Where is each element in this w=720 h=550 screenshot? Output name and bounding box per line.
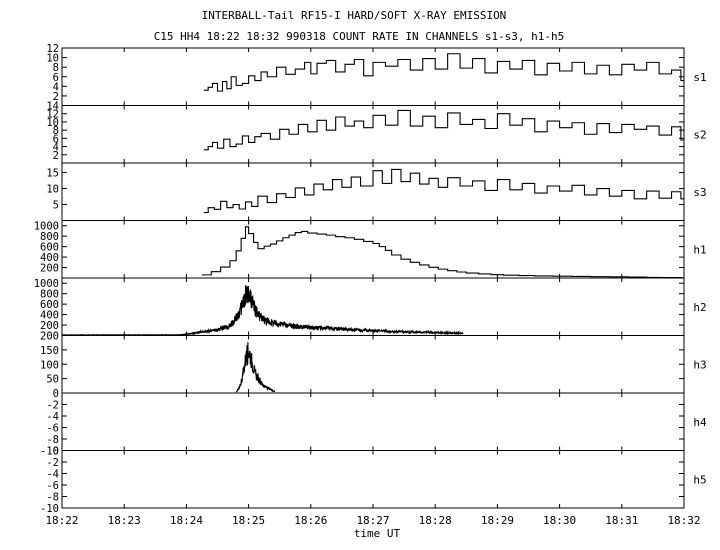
x-tick-label: 18:31 (605, 514, 638, 527)
panel-frame (61, 335, 685, 394)
x-tick-label: 18:27 (356, 514, 389, 527)
y-tick-label: 200 (40, 331, 59, 343)
x-tick-label: 18:32 (667, 514, 700, 527)
y-tick-label: -2 (46, 457, 59, 469)
x-tick-label: 18:30 (543, 514, 576, 527)
y-tick-label: 14 (46, 101, 59, 113)
y-tick-label: -8 (46, 434, 59, 446)
y-tick-label: 800 (40, 289, 59, 301)
panel-label-h1: h1 (693, 243, 706, 256)
panel-label-h5: h5 (693, 473, 706, 486)
x-tick-label: 18:26 (294, 514, 327, 527)
panel-h4: h4-10-8-6-4-20 (40, 388, 707, 458)
y-tick-label: 12 (46, 43, 59, 55)
series-h3 (235, 342, 276, 393)
y-tick-label: 2 (53, 150, 59, 162)
series-h1 (201, 226, 684, 279)
y-tick-label: 600 (40, 299, 59, 311)
y-tick-label: 150 (40, 345, 59, 357)
panel-frame (61, 392, 685, 451)
x-tick-label: 18:23 (108, 514, 141, 527)
y-tick-label: 0 (53, 388, 59, 400)
x-tick-label: 18:25 (232, 514, 265, 527)
y-tick-label: 12 (46, 109, 59, 121)
y-tick-label: 50 (46, 374, 59, 386)
panel-frame (61, 277, 685, 336)
x-axis-label: time UT (354, 527, 401, 540)
panel-frame (61, 220, 685, 279)
y-tick-label: -6 (46, 423, 59, 435)
panel-label-h3: h3 (693, 358, 706, 371)
y-tick-label: 6 (53, 133, 59, 145)
series-s2 (203, 109, 684, 151)
y-tick-label: 10 (46, 53, 59, 65)
y-tick-label: 2 (53, 91, 59, 103)
y-tick-label: 400 (40, 252, 59, 264)
y-tick-label: 6 (53, 72, 59, 84)
x-tick-label: 18:29 (481, 514, 514, 527)
y-tick-label: 8 (53, 62, 59, 74)
y-tick-label: 200 (40, 263, 59, 275)
y-tick-label: 0 (53, 446, 59, 458)
y-tick-label: -10 (40, 503, 59, 515)
y-tick-label: 8 (53, 125, 59, 137)
x-tick-label: 18:22 (45, 514, 78, 527)
y-tick-label: -6 (46, 480, 59, 492)
panel-frame (61, 450, 685, 509)
panel-label-h4: h4 (693, 416, 707, 429)
y-tick-label: 200 (40, 320, 59, 332)
panel-h5: h5-10-8-6-4-20 (40, 446, 707, 516)
x-tick-label: 18:24 (170, 514, 203, 527)
series-s3 (203, 168, 684, 214)
y-tick-label: 1000 (34, 221, 59, 233)
y-tick-label: 4 (53, 142, 59, 154)
panel-label-s2: s2 (693, 128, 706, 141)
panel-stack: s124681012s22468101214s351015h1200400600… (34, 43, 707, 527)
y-tick-label: -4 (46, 469, 59, 481)
y-tick-label: 10 (46, 117, 59, 129)
chart-subtitle: C15 HH4 18:22 18:32 990318 COUNT RATE IN… (154, 30, 565, 43)
y-tick-label: 800 (40, 231, 59, 243)
y-tick-label: -2 (46, 400, 59, 412)
panel-label-s3: s3 (693, 186, 706, 199)
y-tick-label: 4 (53, 81, 59, 93)
x-tick-label: 18:28 (419, 514, 452, 527)
y-tick-label: -8 (46, 492, 59, 504)
y-tick-label: 400 (40, 310, 59, 322)
chart-title: INTERBALL-Tail RF15-I HARD/SOFT X-RAY EM… (202, 9, 507, 22)
panel-label-s1: s1 (693, 71, 706, 84)
y-tick-label: 10 (46, 184, 59, 196)
panel-s3: s3 5 10 15 (46, 162, 707, 221)
panel-frame (61, 47, 685, 106)
y-tick-label: 100 (40, 359, 59, 371)
series-s1 (203, 53, 684, 92)
series-h2 (61, 285, 464, 336)
panel-label-h2: h2 (693, 301, 706, 314)
panel-h3: h3 50 100 150 200 (40, 331, 707, 394)
y-tick-label: -4 (46, 411, 59, 423)
y-tick-label: 15 (46, 168, 59, 180)
y-tick-label: 5 (53, 200, 59, 212)
y-tick-label: 1000 (34, 278, 59, 290)
y-tick-label: 600 (40, 242, 59, 254)
y-tick-label: -10 (40, 446, 59, 458)
